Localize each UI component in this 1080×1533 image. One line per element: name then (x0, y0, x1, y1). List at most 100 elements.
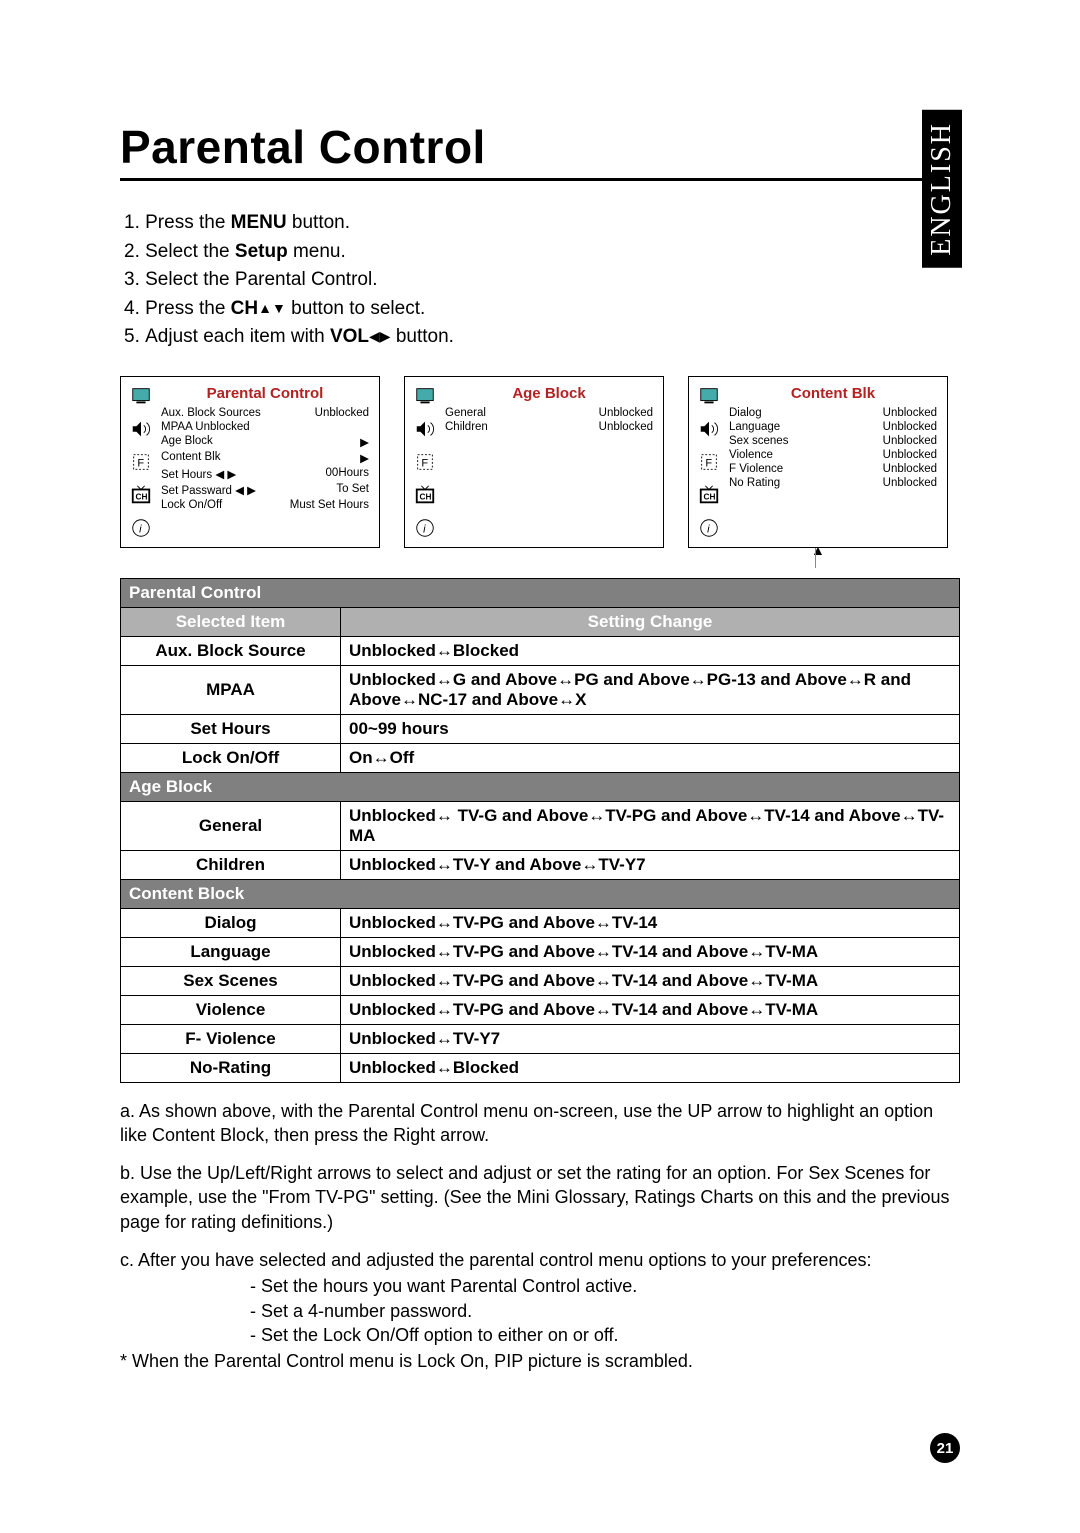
table-label: Language (121, 937, 341, 966)
svg-text:i: i (139, 523, 142, 535)
table-label: No-Rating (121, 1053, 341, 1082)
table-value: Unblocked↔TV-PG and Above↔TV-14 and Abov… (341, 966, 960, 995)
up-down-arrows-icon: ▲▼ (258, 298, 286, 319)
connector-line (815, 548, 816, 568)
content-blk-menu-box: F CH i Content Blk DialogUnblocked Langu… (688, 376, 948, 548)
settings-table: Parental Control Selected Item Setting C… (120, 578, 960, 1083)
channel-icon: CH (414, 484, 436, 506)
menu3-title: Content Blk (729, 385, 937, 402)
steps-list: Press the MENU button. Select the Setup … (124, 209, 960, 352)
col-header-selected: Selected Item (121, 607, 341, 636)
menu-row: ChildrenUnblocked (445, 420, 653, 434)
menu1-title: Parental Control (161, 385, 369, 402)
svg-text:CH: CH (420, 492, 432, 501)
menu-row: MPAA Unblocked (161, 420, 369, 434)
menu-row: ViolenceUnblocked (729, 448, 937, 462)
table-label: Violence (121, 995, 341, 1024)
menu-row: No RatingUnblocked (729, 476, 937, 490)
menu-row: Aux. Block SourcesUnblocked (161, 406, 369, 420)
menu-row: Set Hours ◀ ▶00Hours (161, 466, 369, 482)
section-header: Parental Control (121, 578, 960, 607)
svg-text:CH: CH (136, 492, 148, 501)
svg-text:F: F (421, 457, 428, 469)
menu-side-icons: F CH i (129, 385, 153, 539)
info-icon: i (414, 517, 436, 539)
svg-text:CH: CH (704, 492, 716, 501)
menu-row: Lock On/OffMust Set Hours (161, 498, 369, 512)
section-header: Age Block (121, 772, 960, 801)
language-tab: ENGLISH (922, 110, 962, 268)
info-icon: i (698, 517, 720, 539)
step-3: Select the Parental Control. (124, 266, 960, 295)
note-b: b. Use the Up/Left/Right arrows to selec… (120, 1161, 960, 1234)
step-2: Select the Setup menu. (124, 238, 960, 267)
col-header-setting: Setting Change (341, 607, 960, 636)
parental-control-menu-box: F CH i Parental Control Aux. Block Sourc… (120, 376, 380, 548)
note-c: c. After you have selected and adjusted … (120, 1248, 960, 1272)
menu-side-icons: F CH i (413, 385, 437, 539)
note-c2: - Set a 4-number password. (120, 1299, 960, 1323)
table-value: 00~99 hours (341, 714, 960, 743)
note-star: * When the Parental Control menu is Lock… (120, 1349, 960, 1373)
notes-section: a. As shown above, with the Parental Con… (120, 1099, 960, 1374)
table-label: Aux. Block Source (121, 636, 341, 665)
table-value: Unblocked↔TV-PG and Above↔TV-14 and Abov… (341, 937, 960, 966)
table-value: Unblocked↔G and Above↔PG and Above↔PG-13… (341, 665, 960, 714)
table-label: General (121, 801, 341, 850)
sound-icon (414, 418, 436, 440)
svg-text:i: i (423, 523, 426, 535)
svg-text:i: i (707, 523, 710, 535)
menu-row: DialogUnblocked (729, 406, 937, 420)
menu-row: Set Passward ◀ ▶To Set (161, 482, 369, 498)
picture-icon (130, 385, 152, 407)
menu2-title: Age Block (445, 385, 653, 402)
sound-icon (698, 418, 720, 440)
feature-icon: F (414, 451, 436, 473)
note-a: a. As shown above, with the Parental Con… (120, 1099, 960, 1148)
section-header: Content Block (121, 879, 960, 908)
left-right-arrows-icon: ◀▶ (369, 326, 391, 347)
table-value: Unblocked↔TV-Y and Above↔TV-Y7 (341, 850, 960, 879)
channel-icon: CH (698, 484, 720, 506)
picture-icon (414, 385, 436, 407)
table-value: Unblocked↔ TV-G and Above↔TV-PG and Abov… (341, 801, 960, 850)
sound-icon (130, 418, 152, 440)
page-title: Parental Control (120, 120, 960, 181)
menu-row: GeneralUnblocked (445, 406, 653, 420)
menu-row: Sex scenesUnblocked (729, 434, 937, 448)
table-value: Unblocked↔TV-PG and Above↔TV-14 (341, 908, 960, 937)
svg-text:F: F (705, 457, 712, 469)
table-value: On↔Off (341, 743, 960, 772)
info-icon: i (130, 517, 152, 539)
menu-row: Age Block▶ (161, 434, 369, 450)
table-label: Sex Scenes (121, 966, 341, 995)
table-label: Set Hours (121, 714, 341, 743)
table-label: Dialog (121, 908, 341, 937)
table-label: Lock On/Off (121, 743, 341, 772)
table-label: F- Violence (121, 1024, 341, 1053)
connector-arrow-icon: ▲ (811, 542, 825, 558)
menu-row: F ViolenceUnblocked (729, 462, 937, 476)
table-label: Children (121, 850, 341, 879)
step-1: Press the MENU button. (124, 209, 960, 238)
page-number-badge: 21 (930, 1433, 960, 1463)
table-label: MPAA (121, 665, 341, 714)
table-value: Unblocked↔TV-PG and Above↔TV-14 and Abov… (341, 995, 960, 1024)
table-value: Unblocked↔Blocked (341, 1053, 960, 1082)
age-block-menu-box: F CH i Age Block GeneralUnblocked Childr… (404, 376, 664, 548)
step-5: Adjust each item with VOL◀▶ button. (124, 323, 960, 352)
channel-icon: CH (130, 484, 152, 506)
feature-icon: F (698, 451, 720, 473)
picture-icon (698, 385, 720, 407)
table-value: Unblocked↔TV-Y7 (341, 1024, 960, 1053)
menu-row: Content Blk▶ (161, 450, 369, 466)
feature-icon: F (130, 451, 152, 473)
menu-side-icons: F CH i (697, 385, 721, 539)
note-c3: - Set the Lock On/Off option to either o… (120, 1323, 960, 1347)
note-c1: - Set the hours you want Parental Contro… (120, 1274, 960, 1298)
menu-row: LanguageUnblocked (729, 420, 937, 434)
step-4: Press the CH▲▼ button to select. (124, 295, 960, 324)
menu-diagrams-row: F CH i Parental Control Aux. Block Sourc… (120, 376, 960, 548)
table-value: Unblocked↔Blocked (341, 636, 960, 665)
svg-text:F: F (137, 457, 144, 469)
